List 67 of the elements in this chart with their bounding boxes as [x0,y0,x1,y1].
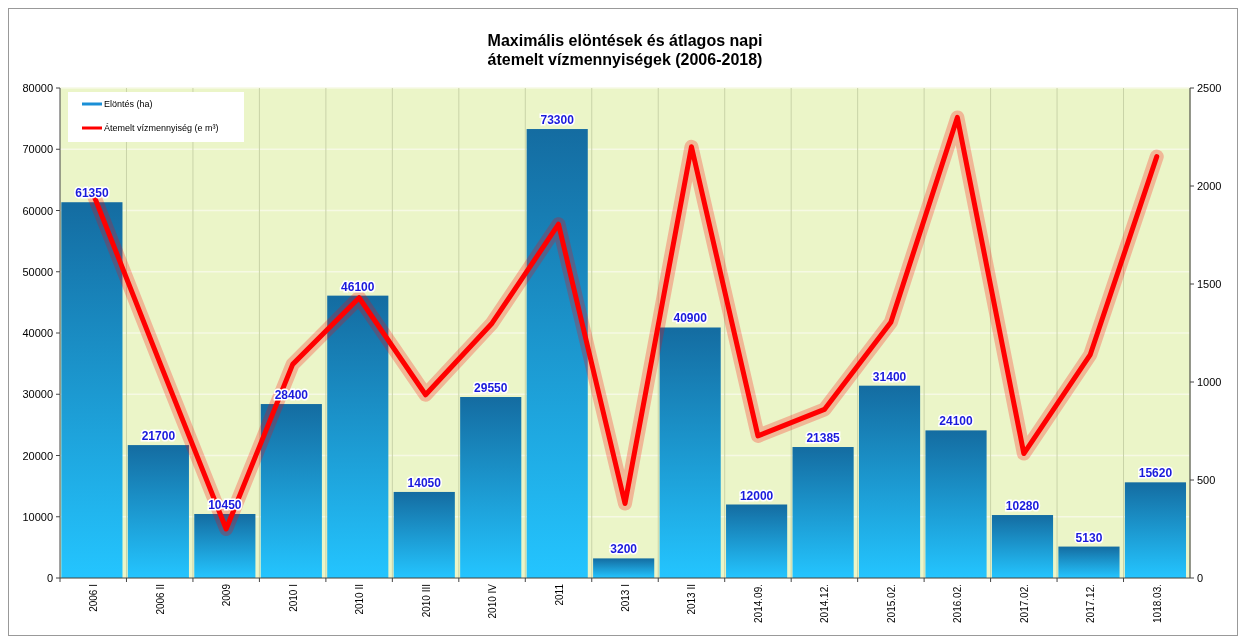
data-label: 3200 [610,542,638,557]
x-tick-label: 2009 [221,583,233,607]
x-tick-label: 2013 II [686,584,698,615]
bar [327,295,389,578]
bar [127,445,189,578]
x-tick-label: 2011 [553,583,565,606]
x-tick-label: 2014.12. [819,584,831,623]
x-tick-label: 2015.02. [885,584,897,623]
y2-tick-label: 500 [1197,474,1216,486]
data-label: 12000 [739,488,774,503]
data-label: 24100 [939,414,974,429]
bar [1058,546,1120,578]
x-tick-label: 2016.02. [952,584,964,623]
y-tick-label: 30000 [22,388,53,401]
data-label: 40900 [673,311,708,326]
y-tick-label: 10000 [22,510,53,523]
x-tick-label: 2006 II [154,584,166,615]
y-tick-label: 50000 [22,265,53,278]
data-label: 14050 [407,475,442,490]
y2-tick-label: 1000 [1197,376,1222,388]
y-tick-label: 20000 [22,449,53,462]
bar [260,404,322,578]
data-label: 21700 [141,429,176,444]
y2-tick-label: 0 [1197,572,1204,584]
x-tick-label: 2014.09. [752,584,764,623]
x-tick-label: 2010 I [287,584,299,612]
bar [659,327,721,578]
bar [526,129,588,578]
data-label: 73300 [540,113,575,128]
x-tick-label: 2017.02. [1018,584,1030,623]
x-tick-label: 2010 III [420,584,432,618]
data-label: 29550 [474,381,508,396]
bar [61,202,123,578]
bar [792,447,854,578]
bar [593,558,655,578]
y-tick-label: 60000 [22,204,53,217]
data-label: 21385 [806,431,841,446]
data-label: 5130 [1075,530,1103,545]
x-tick-label: 2013 I [620,584,631,612]
data-label: 10280 [1005,499,1040,514]
bar [858,385,921,578]
x-tick-label: 2010 IV [487,583,499,619]
legend-label: Átemelt vízmennyiség (e m³) [104,123,219,133]
x-tick-label: 1018.03. [1151,584,1163,623]
y-tick-label: 0 [46,572,53,584]
data-label: 31400 [872,369,907,384]
bar [991,515,1054,578]
y-tick-label: 80000 [22,82,53,94]
x-tick-label: 2017.12. [1085,584,1097,623]
data-label: 61350 [75,186,109,201]
y2-tick-label: 2000 [1197,180,1222,192]
bar [1124,482,1187,578]
y2-tick-label: 1500 [1197,278,1222,290]
bar [726,504,788,578]
data-label: 46100 [341,279,375,294]
x-tick-label: 2006 I [88,584,100,612]
bar [393,491,455,578]
data-label: 15620 [1138,466,1173,481]
y-tick-label: 40000 [22,327,53,339]
x-tick-label: 2010 II [354,584,366,615]
legend-label: Elöntés (ha) [104,99,153,109]
y-tick-label: 70000 [22,143,53,156]
bar [460,397,522,578]
bar [925,430,987,578]
chart-title: Maximális elöntések és átlagos napi átemelt vízmennyiségek (2006-2018) [487,32,763,68]
y2-tick-label: 2500 [1197,82,1222,94]
bar [194,513,256,578]
